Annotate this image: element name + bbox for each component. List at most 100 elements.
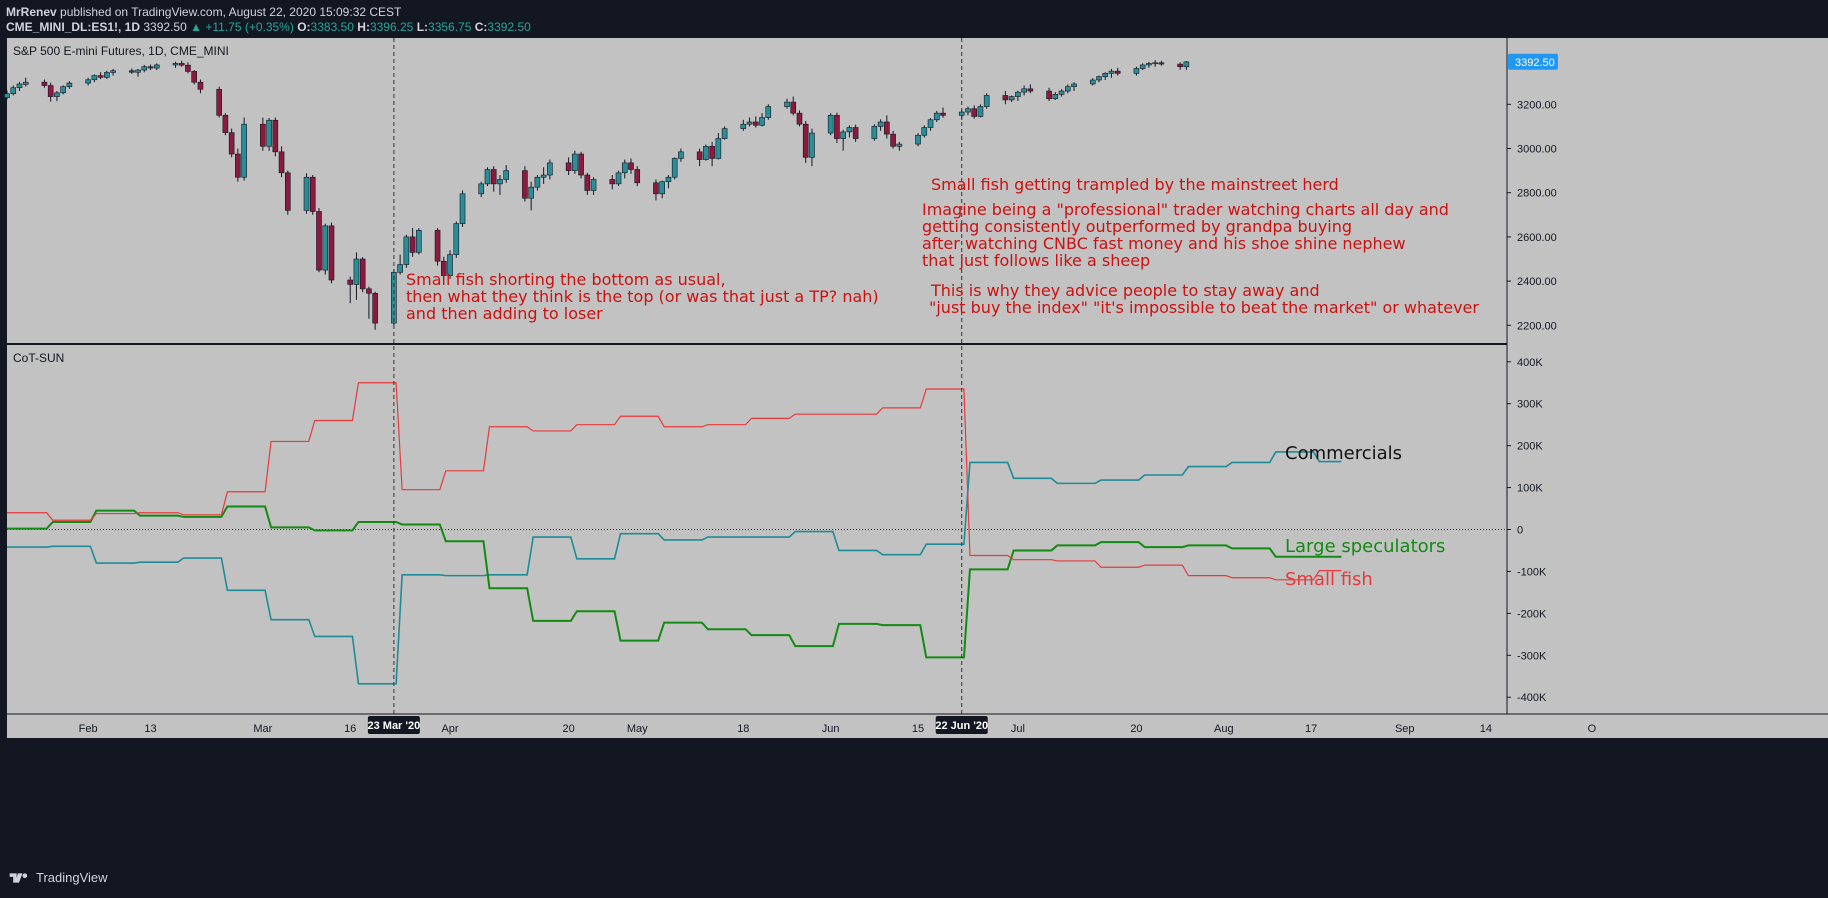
candle-body <box>347 279 354 285</box>
candle-body <box>141 66 148 71</box>
candle-body <box>478 183 485 195</box>
cot-tick-label: 200K <box>1517 441 1543 453</box>
candle-body <box>1052 94 1059 100</box>
candle-body <box>266 119 272 147</box>
time-tick-label: 20 <box>562 723 574 735</box>
candle-body <box>1046 90 1052 100</box>
price-tick-label: 2800.00 <box>1517 188 1557 200</box>
annotation-text: that just follows like a sheep <box>922 251 1150 270</box>
publisher-name[interactable]: MrRenev <box>6 5 57 19</box>
candlestick-series <box>4 60 1190 330</box>
candle-body <box>91 75 98 81</box>
cot-tick-label: -100K <box>1517 566 1547 578</box>
cot-tick-label: -400K <box>1517 692 1547 704</box>
price-tick-label: 2400.00 <box>1517 276 1557 288</box>
candle-body <box>671 158 678 178</box>
candle-body <box>940 112 946 116</box>
candle-body <box>634 169 641 184</box>
date-marker-label: 23 Mar '20 <box>367 720 420 732</box>
candle-body <box>272 119 279 153</box>
annotation-text: after watching CNBC fast money and his s… <box>922 234 1406 253</box>
candle-body <box>621 162 628 174</box>
candle-body <box>884 121 890 135</box>
price-scale <box>1507 38 1828 714</box>
annotation-text: and then adding to loser <box>406 304 603 323</box>
close-label: C: <box>474 20 488 34</box>
candle-body <box>241 123 247 178</box>
candle-body <box>840 131 846 139</box>
time-tick-label: 14 <box>1480 723 1492 735</box>
candle-body <box>696 151 703 160</box>
candle-body <box>440 260 447 276</box>
candle-body <box>416 229 422 253</box>
symbol-name[interactable]: CME_MINI_DL:ES1!, 1D <box>6 20 141 34</box>
candle-body <box>1114 70 1121 74</box>
candle-body <box>659 181 666 195</box>
candle-body <box>572 153 578 171</box>
time-tick-label: Aug <box>1214 723 1234 735</box>
candle-body <box>890 133 896 147</box>
annotation-text: "just buy the index" "it's impossible to… <box>929 298 1479 317</box>
time-tick-label: 20 <box>1130 723 1142 735</box>
time-tick-label: 16 <box>344 723 356 735</box>
candle-body <box>447 254 453 276</box>
candle-body <box>353 258 360 285</box>
candle-body <box>104 72 110 78</box>
candle-body <box>609 179 616 185</box>
candle-body <box>303 176 310 211</box>
candle-body <box>921 127 928 136</box>
candle-body <box>1027 88 1034 92</box>
high-value: 3396.25 <box>369 20 414 34</box>
candle-body <box>665 176 672 182</box>
candle-body <box>484 169 491 185</box>
date-marker-badge <box>367 716 420 734</box>
candle-body <box>284 172 291 211</box>
candle-body <box>129 70 135 73</box>
candle-body <box>547 162 553 176</box>
tradingview-logo-icon <box>9 872 28 883</box>
time-tick-label: Mar <box>253 723 272 735</box>
candle-body <box>147 66 154 69</box>
candle-body <box>453 223 460 255</box>
candle-body <box>796 112 803 125</box>
candle-body <box>260 123 266 147</box>
candle-body <box>653 182 659 195</box>
time-tick-label: Sep <box>1395 723 1415 735</box>
candle-body <box>628 162 634 170</box>
tradingview-brand[interactable]: TradingView <box>8 870 108 885</box>
last-price: 3392.50 <box>143 20 187 34</box>
candle-body <box>1096 76 1102 81</box>
candle-body <box>983 95 990 107</box>
candle-body <box>434 229 441 262</box>
candle-body <box>965 108 971 113</box>
time-tick-label: Apr <box>441 723 458 735</box>
candle-body <box>1058 90 1065 95</box>
candle-body <box>1002 95 1009 101</box>
candle-body <box>1177 63 1183 68</box>
price-tick-label: 2200.00 <box>1517 320 1557 332</box>
candle-body <box>16 83 23 89</box>
candle-body <box>971 108 978 117</box>
candle-body <box>827 115 834 134</box>
cot-tick-label: -200K <box>1517 608 1547 620</box>
candle-body <box>584 174 591 191</box>
candle-body <box>54 92 60 97</box>
series-label: Commercials <box>1285 443 1402 464</box>
candle-body <box>1089 79 1096 85</box>
cot-tick-label: 300K <box>1517 399 1543 411</box>
annotation-text: Small fish getting trampled by the mains… <box>931 175 1339 194</box>
candle-body <box>534 176 541 188</box>
brand-label: TradingView <box>36 870 108 885</box>
candle-body <box>528 186 534 199</box>
candle-body <box>60 86 66 94</box>
candle-body <box>372 292 378 324</box>
time-tick-label: 17 <box>1305 723 1317 735</box>
symbol-info: CME_MINI_DL:ES1!, 1D 3392.50 ▲ +11.75 (+… <box>6 20 531 34</box>
candle-body <box>216 88 222 116</box>
cot-series-line <box>7 451 1342 685</box>
open-label: O: <box>297 20 311 34</box>
candle-body <box>615 172 622 185</box>
time-tick-label: May <box>627 723 648 735</box>
price-tick-label: 3000.00 <box>1517 144 1557 156</box>
